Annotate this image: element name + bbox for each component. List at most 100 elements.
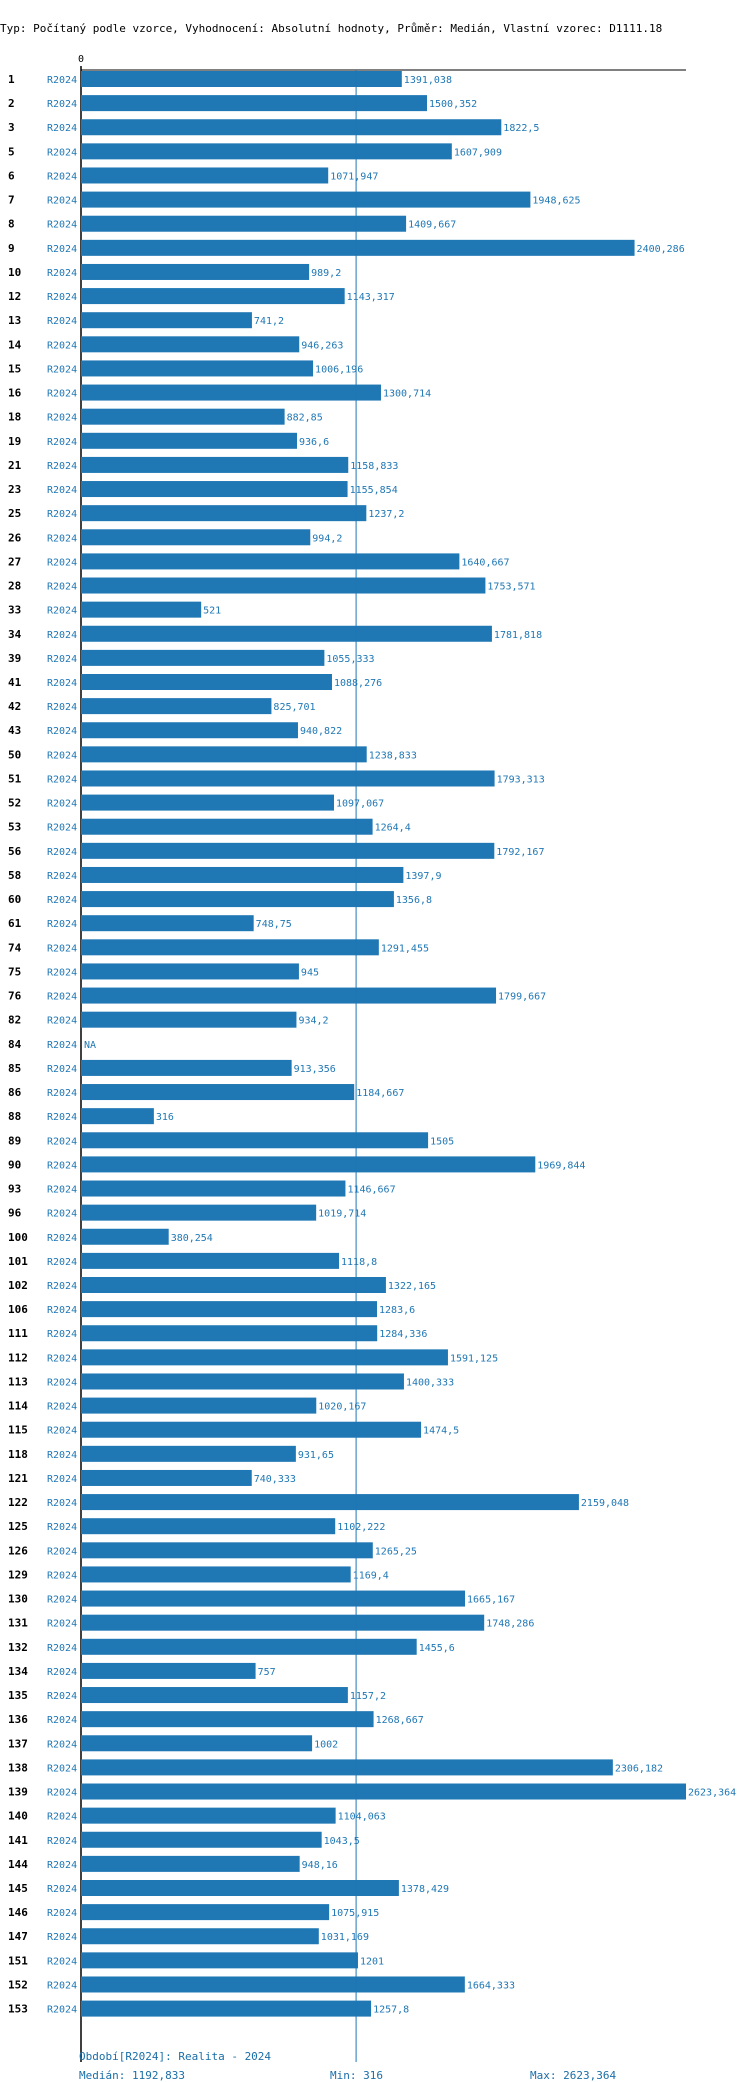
series-label: R2024 — [47, 1522, 77, 1533]
category-label: 118 — [8, 1448, 28, 1461]
category-label: 60 — [8, 893, 21, 906]
bar — [81, 698, 272, 715]
value-label: 994,2 — [312, 533, 342, 544]
series-label: R2024 — [47, 992, 77, 1003]
bar — [81, 1108, 154, 1125]
value-label: 1146,667 — [347, 1185, 395, 1196]
bar — [81, 1518, 336, 1535]
bar — [81, 1759, 613, 1776]
category-label: 153 — [8, 2003, 28, 2016]
bar — [81, 1614, 485, 1631]
series-label: R2024 — [47, 1305, 77, 1316]
series-label: R2024 — [47, 1474, 77, 1485]
value-label: 1237,2 — [368, 509, 404, 520]
series-label: R2024 — [47, 171, 77, 182]
value-label: 2306,182 — [615, 1763, 663, 1774]
value-label: 1118,8 — [341, 1257, 377, 1268]
series-label: R2024 — [47, 485, 77, 496]
value-label: 1607,909 — [454, 147, 502, 158]
bar — [81, 529, 311, 546]
value-label: 2159,048 — [581, 1498, 629, 1509]
value-label: 1474,5 — [423, 1426, 459, 1437]
bar — [81, 939, 379, 956]
category-label: 61 — [8, 917, 22, 930]
value-label: 913,356 — [294, 1064, 336, 1075]
category-label: 6 — [8, 169, 15, 182]
series-label: R2024 — [47, 1040, 77, 1051]
category-label: 125 — [8, 1520, 28, 1533]
series-label: R2024 — [47, 292, 77, 303]
category-label: 138 — [8, 1761, 28, 1774]
series-label: R2024 — [47, 654, 77, 665]
series-label: R2024 — [47, 943, 77, 954]
series-label: R2024 — [47, 1281, 77, 1292]
series-label: R2024 — [47, 1884, 77, 1895]
category-label: 41 — [8, 676, 22, 689]
value-label: 1291,455 — [381, 943, 429, 954]
category-label: 82 — [8, 1014, 21, 1027]
category-label: 134 — [8, 1665, 28, 1678]
bar — [81, 818, 373, 835]
bar — [81, 1325, 378, 1342]
category-label: 23 — [8, 483, 21, 496]
bar — [81, 1880, 399, 1896]
category-label: 34 — [8, 628, 22, 641]
value-label: 1097,067 — [336, 799, 384, 810]
bar — [81, 1156, 536, 1173]
bar — [81, 1783, 686, 1800]
bar — [81, 963, 299, 980]
bar — [81, 1132, 429, 1149]
bar — [81, 336, 300, 353]
value-label: 1031,169 — [321, 1932, 369, 1943]
category-label: 101 — [8, 1255, 28, 1268]
footer-period: Období[R2024]: Realita - 2024 — [79, 2050, 272, 2063]
value-label: 748,75 — [256, 919, 292, 930]
series-label: R2024 — [47, 1691, 77, 1702]
value-label: 1505 — [430, 1136, 454, 1147]
series-label: R2024 — [47, 220, 77, 231]
bar — [81, 1687, 348, 1704]
series-label: R2024 — [47, 1739, 77, 1750]
value-label: 1400,333 — [406, 1377, 454, 1388]
bar — [81, 191, 531, 208]
series-label: R2024 — [47, 1185, 77, 1196]
category-label: 50 — [8, 748, 21, 761]
bar — [81, 987, 497, 1004]
value-label: 1088,276 — [334, 678, 382, 689]
category-label: 58 — [8, 869, 21, 882]
series-label: R2024 — [47, 1233, 77, 1244]
value-label: 1102,222 — [337, 1522, 385, 1533]
value-label: 1822,5 — [503, 123, 539, 134]
category-label: 27 — [8, 555, 21, 568]
bar — [81, 746, 367, 763]
bar — [81, 649, 325, 666]
category-label: 56 — [8, 845, 22, 858]
bar — [81, 794, 335, 811]
value-label: 1300,714 — [383, 389, 431, 400]
category-label: 131 — [8, 1617, 28, 1630]
bar — [81, 1349, 448, 1366]
series-label: R2024 — [47, 750, 77, 761]
bar — [81, 1590, 466, 1607]
value-label: 1665,167 — [467, 1595, 515, 1606]
series-label: R2024 — [47, 606, 77, 617]
series-label: R2024 — [47, 702, 77, 713]
value-label: 741,2 — [254, 316, 284, 327]
series-label: R2024 — [47, 1377, 77, 1388]
bar — [81, 1952, 358, 1969]
bar — [81, 1976, 465, 1993]
value-label: 1781,818 — [494, 630, 542, 641]
series-label: R2024 — [47, 437, 77, 448]
series-label: R2024 — [47, 1619, 77, 1630]
value-label: 1158,833 — [350, 461, 398, 472]
series-label: R2024 — [47, 678, 77, 689]
series-label: R2024 — [47, 340, 77, 351]
series-label: R2024 — [47, 1498, 77, 1509]
category-label: 93 — [8, 1183, 21, 1196]
category-label: 26 — [8, 531, 22, 544]
series-label: R2024 — [47, 364, 77, 375]
series-label: R2024 — [47, 1595, 77, 1606]
category-label: 18 — [8, 411, 21, 424]
category-label: 85 — [8, 1062, 21, 1075]
